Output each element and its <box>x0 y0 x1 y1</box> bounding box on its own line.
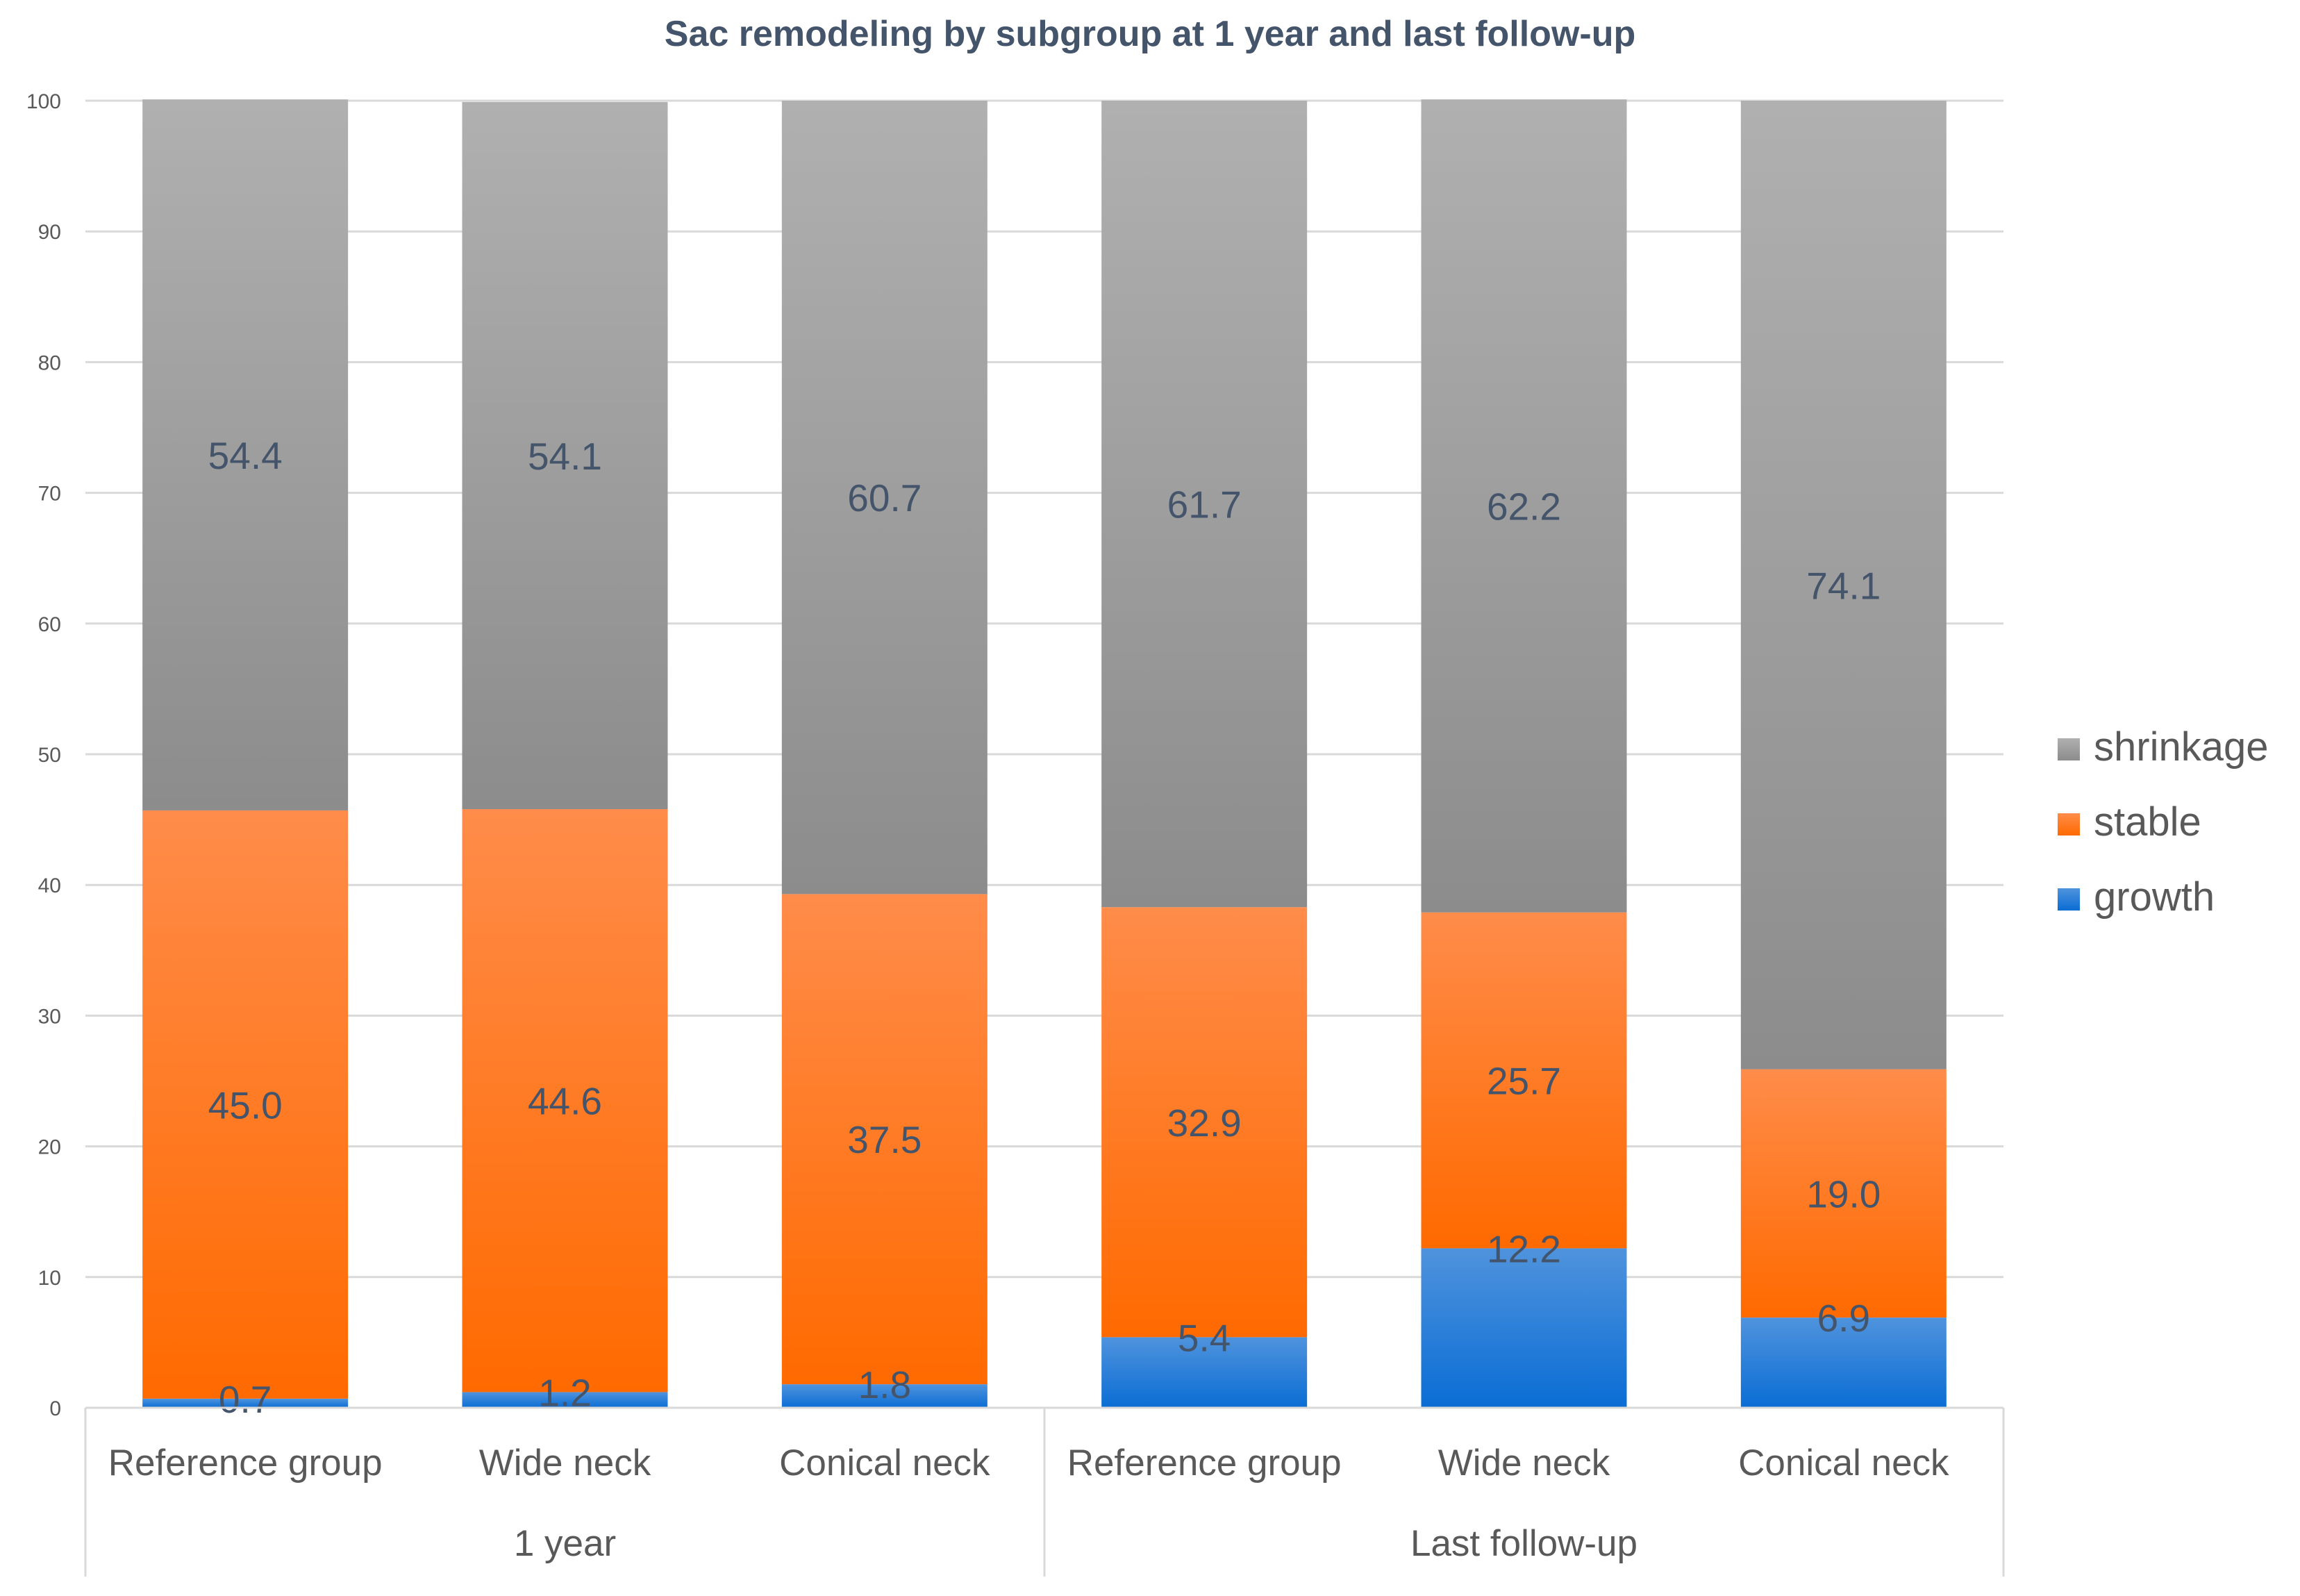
bar-shrinkage <box>142 99 349 811</box>
y-tick-label: 50 <box>38 744 61 767</box>
legend-label-stable: stable <box>2094 799 2201 845</box>
x-axis: Reference group Wide neck Conical neck Refe… <box>84 1406 2005 1577</box>
data-label-shrinkage: 61.7 <box>1167 483 1242 526</box>
data-label-stable: 25.7 <box>1487 1060 1561 1103</box>
data-label-stable: 44.6 <box>528 1080 602 1123</box>
bar-stable <box>781 894 988 1385</box>
data-labels: 0.745.054.41.244.654.11.837.560.75.432.9… <box>208 434 1881 1421</box>
x-category-label: Wide neck <box>479 1443 651 1483</box>
bar-stable <box>1740 1069 1947 1318</box>
y-tick-label: 10 <box>38 1267 61 1290</box>
x-category-label: Conical neck <box>779 1443 990 1483</box>
bars <box>142 99 1947 1408</box>
legend-swatch-stable <box>2058 813 2080 836</box>
y-tick-label: 80 <box>38 351 61 374</box>
data-label-shrinkage: 74.1 <box>1806 564 1881 607</box>
y-tick-label: 90 <box>38 221 61 244</box>
legend-label-growth: growth <box>2094 874 2215 920</box>
y-axis-ticks: 0 10 20 30 40 50 60 70 80 90 100 <box>26 90 61 1420</box>
bar-stable <box>1421 912 1627 1249</box>
data-label-shrinkage: 54.1 <box>528 435 602 478</box>
legend-swatch-growth <box>2058 888 2080 911</box>
x-group-label: 1 year <box>514 1523 616 1564</box>
data-label-shrinkage: 60.7 <box>847 476 922 519</box>
x-group-label: Last follow-up <box>1410 1523 1638 1564</box>
data-label-shrinkage: 54.4 <box>208 434 283 477</box>
y-tick-label: 70 <box>38 483 61 506</box>
bar-growth <box>142 1398 349 1408</box>
bar-shrinkage <box>1740 101 1947 1070</box>
data-label-growth: 0.7 <box>219 1378 272 1421</box>
data-label-growth: 1.8 <box>858 1363 911 1406</box>
data-label-growth: 5.4 <box>1178 1316 1231 1359</box>
legend-label-shrinkage: shrinkage <box>2094 724 2268 770</box>
y-tick-label: 20 <box>38 1136 61 1159</box>
bar-shrinkage <box>462 101 668 810</box>
x-category-label: Reference group <box>1067 1443 1342 1483</box>
bar-stable <box>1101 907 1308 1338</box>
x-category-label: Conical neck <box>1738 1443 1949 1483</box>
legend: shrinkage stable growth <box>2058 724 2268 920</box>
x-category-label: Wide neck <box>1438 1443 1610 1483</box>
bar-growth <box>462 1392 668 1408</box>
data-label-stable: 19.0 <box>1806 1172 1881 1215</box>
data-label-stable: 37.5 <box>847 1118 922 1161</box>
data-label-shrinkage: 62.2 <box>1487 485 1561 528</box>
x-category-label: Reference group <box>108 1443 383 1483</box>
bar-growth <box>1740 1317 1947 1408</box>
bar-growth <box>781 1384 988 1408</box>
data-label-growth: 6.9 <box>1817 1297 1870 1340</box>
bar-shrinkage <box>1101 101 1308 908</box>
bar-growth <box>1421 1248 1627 1408</box>
y-tick-label: 0 <box>49 1397 61 1420</box>
bar-stable <box>462 809 668 1393</box>
gridlines <box>85 99 2003 1409</box>
bar-shrinkage <box>781 101 988 895</box>
legend-swatch-shrinkage <box>2058 738 2080 760</box>
chart-title: Sac remodeling by subgroup at 1 year and… <box>665 14 1635 54</box>
y-tick-label: 60 <box>38 613 61 636</box>
y-tick-label: 40 <box>38 874 61 897</box>
y-tick-label: 100 <box>26 90 61 113</box>
bar-growth <box>1101 1337 1308 1408</box>
data-label-stable: 45.0 <box>208 1083 283 1127</box>
data-label-growth: 12.2 <box>1487 1227 1561 1270</box>
y-tick-label: 30 <box>38 1005 61 1028</box>
bar-stable <box>142 810 349 1399</box>
bar-shrinkage <box>1421 99 1627 913</box>
data-label-stable: 32.9 <box>1167 1102 1242 1145</box>
